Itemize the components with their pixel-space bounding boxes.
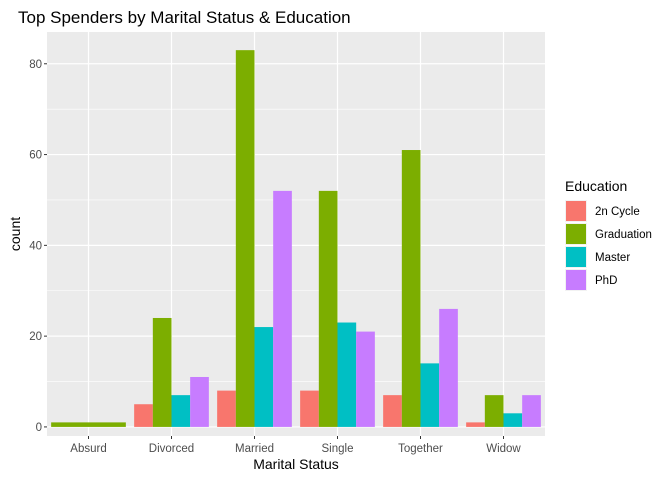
bar-single-master — [337, 322, 357, 427]
bar-together-phd — [439, 308, 458, 427]
bar-divorced-graduation — [152, 317, 172, 427]
bar-married-graduation — [235, 50, 255, 427]
x-tick-label: Single — [322, 443, 354, 455]
bar-divorced-phd — [190, 376, 209, 427]
bar-single-graduation — [318, 190, 338, 427]
chart-title: Top Spenders by Marital Status & Educati… — [18, 8, 351, 27]
legend-label: Graduation — [595, 229, 652, 241]
legend-label: 2n Cycle — [595, 206, 640, 218]
legend-swatch — [566, 270, 586, 290]
x-axis: Absurd Divorced Married Single Together Widow — [70, 436, 521, 455]
bar-absurd-graduation — [51, 422, 126, 427]
y-tick-label: 0 — [36, 422, 42, 434]
y-tick-label: 80 — [29, 59, 42, 71]
legend-swatch — [566, 201, 586, 221]
bar-married-master — [254, 327, 274, 427]
bar-together-graduation — [401, 150, 421, 427]
bar-widow-master — [503, 413, 523, 427]
bar-single-2n-cycle — [300, 390, 319, 427]
x-axis-title: Marital Status — [253, 456, 339, 472]
y-tick-label: 40 — [29, 240, 42, 252]
bar-together-master — [420, 363, 440, 427]
legend: Education 2n Cycle Graduation Master PhD — [565, 178, 652, 291]
legend-swatch — [566, 224, 586, 244]
bar-divorced-master — [171, 395, 191, 427]
bar-together-2n-cycle — [383, 395, 402, 427]
x-tick-label: Widow — [486, 443, 521, 455]
legend-title: Education — [565, 178, 627, 194]
bar-divorced-2n-cycle — [134, 404, 153, 427]
x-tick-label: Divorced — [149, 443, 194, 455]
y-axis: 0 20 40 60 80 — [29, 59, 47, 434]
bars — [51, 50, 541, 427]
bar-single-phd — [356, 331, 375, 427]
legend-label: PhD — [595, 275, 617, 287]
x-tick-label: Married — [235, 443, 274, 455]
legend-swatch — [566, 247, 586, 267]
bar-widow-2n-cycle — [466, 422, 485, 427]
x-tick-label: Together — [398, 443, 443, 455]
bar-married-2n-cycle — [217, 390, 236, 427]
y-tick-label: 60 — [29, 150, 42, 162]
y-axis-title: count — [7, 217, 23, 251]
legend-label: Master — [595, 252, 630, 264]
plot-panel — [47, 32, 545, 436]
bar-married-phd — [273, 190, 292, 427]
x-tick-label: Absurd — [70, 443, 106, 455]
grid-minor — [47, 108, 545, 382]
bar-widow-phd — [522, 395, 541, 427]
bar-widow-graduation — [484, 395, 504, 427]
y-tick-label: 20 — [29, 331, 42, 343]
